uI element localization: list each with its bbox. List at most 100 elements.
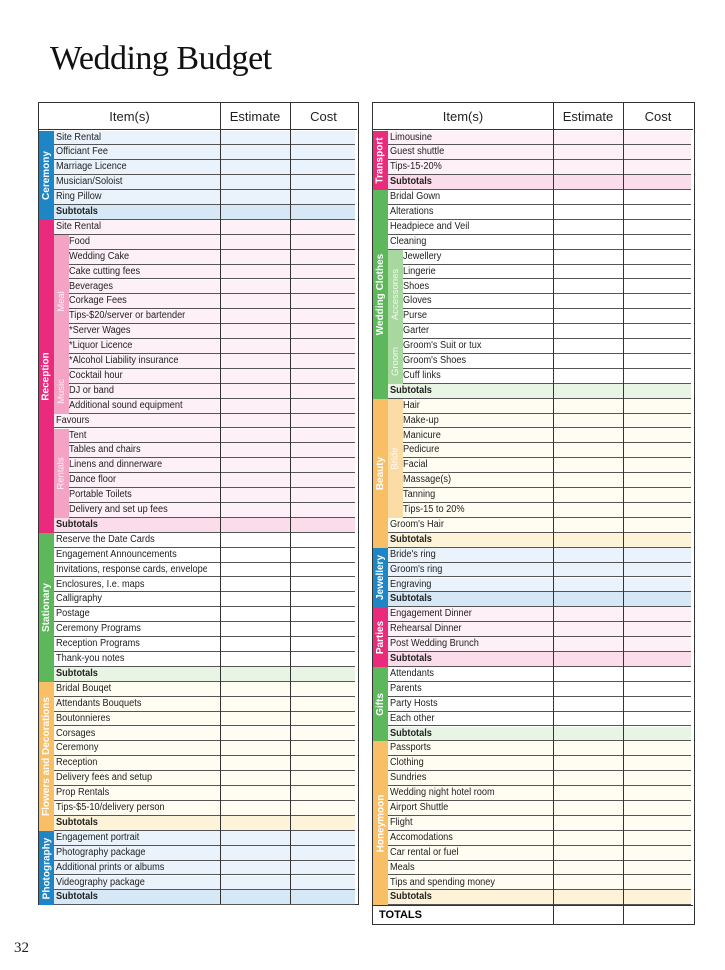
subtotal-cost-cell[interactable] — [623, 592, 693, 607]
estimate-cell[interactable] — [220, 607, 290, 622]
estimate-cell[interactable] — [553, 667, 623, 682]
estimate-cell[interactable] — [553, 294, 623, 309]
estimate-cell[interactable] — [553, 280, 623, 295]
cost-cell[interactable] — [290, 309, 357, 324]
cost-cell[interactable] — [290, 175, 357, 190]
estimate-cell[interactable] — [553, 578, 623, 593]
cost-cell[interactable] — [290, 145, 357, 160]
estimate-cell[interactable] — [220, 294, 290, 309]
estimate-cell[interactable] — [220, 399, 290, 414]
cost-cell[interactable] — [290, 339, 357, 354]
estimate-cell[interactable] — [553, 622, 623, 637]
cost-cell[interactable] — [290, 622, 357, 637]
cost-cell[interactable] — [623, 637, 693, 652]
estimate-cell[interactable] — [220, 548, 290, 563]
estimate-cell[interactable] — [220, 861, 290, 876]
cost-cell[interactable] — [623, 354, 693, 369]
cost-cell[interactable] — [623, 309, 693, 324]
estimate-cell[interactable] — [220, 131, 290, 146]
subtotal-cost-cell[interactable] — [290, 518, 357, 533]
cost-cell[interactable] — [623, 771, 693, 786]
estimate-cell[interactable] — [220, 250, 290, 265]
estimate-cell[interactable] — [553, 846, 623, 861]
cost-cell[interactable] — [290, 443, 357, 458]
cost-cell[interactable] — [623, 801, 693, 816]
subtotal-estimate-cell[interactable] — [553, 890, 623, 905]
estimate-cell[interactable] — [220, 756, 290, 771]
cost-cell[interactable] — [623, 280, 693, 295]
estimate-cell[interactable] — [553, 160, 623, 175]
cost-cell[interactable] — [290, 235, 357, 250]
subtotal-estimate-cell[interactable] — [553, 652, 623, 667]
cost-cell[interactable] — [290, 160, 357, 175]
cost-cell[interactable] — [290, 131, 357, 146]
estimate-cell[interactable] — [220, 265, 290, 280]
cost-cell[interactable] — [623, 876, 693, 891]
cost-cell[interactable] — [290, 384, 357, 399]
cost-cell[interactable] — [290, 294, 357, 309]
estimate-cell[interactable] — [553, 443, 623, 458]
cost-cell[interactable] — [290, 607, 357, 622]
subtotal-cost-cell[interactable] — [623, 890, 693, 905]
cost-cell[interactable] — [290, 876, 357, 891]
estimate-cell[interactable] — [553, 518, 623, 533]
cost-cell[interactable] — [623, 622, 693, 637]
cost-cell[interactable] — [290, 727, 357, 742]
cost-cell[interactable] — [623, 429, 693, 444]
estimate-cell[interactable] — [553, 399, 623, 414]
cost-cell[interactable] — [623, 741, 693, 756]
estimate-cell[interactable] — [553, 414, 623, 429]
cost-cell[interactable] — [623, 563, 693, 578]
cost-cell[interactable] — [623, 235, 693, 250]
subtotal-estimate-cell[interactable] — [553, 175, 623, 190]
cost-cell[interactable] — [290, 399, 357, 414]
cost-cell[interactable] — [623, 131, 693, 146]
cost-cell[interactable] — [623, 518, 693, 533]
cost-cell[interactable] — [623, 205, 693, 220]
cost-cell[interactable] — [623, 458, 693, 473]
cost-cell[interactable] — [290, 741, 357, 756]
subtotal-estimate-cell[interactable] — [220, 518, 290, 533]
cost-cell[interactable] — [290, 488, 357, 503]
cost-cell[interactable] — [290, 503, 357, 518]
estimate-cell[interactable] — [220, 339, 290, 354]
subtotal-cost-cell[interactable] — [623, 384, 693, 399]
cost-cell[interactable] — [623, 861, 693, 876]
subtotal-cost-cell[interactable] — [290, 205, 357, 220]
estimate-cell[interactable] — [220, 846, 290, 861]
subtotal-cost-cell[interactable] — [623, 533, 693, 548]
cost-cell[interactable] — [290, 682, 357, 697]
estimate-cell[interactable] — [220, 533, 290, 548]
cost-cell[interactable] — [623, 190, 693, 205]
estimate-cell[interactable] — [220, 429, 290, 444]
estimate-cell[interactable] — [553, 205, 623, 220]
cost-cell[interactable] — [290, 265, 357, 280]
estimate-cell[interactable] — [220, 414, 290, 429]
subtotal-cost-cell[interactable] — [623, 727, 693, 742]
estimate-cell[interactable] — [220, 652, 290, 667]
estimate-cell[interactable] — [553, 786, 623, 801]
estimate-cell[interactable] — [220, 369, 290, 384]
cost-cell[interactable] — [290, 801, 357, 816]
estimate-cell[interactable] — [553, 220, 623, 235]
cost-cell[interactable] — [623, 324, 693, 339]
estimate-cell[interactable] — [220, 786, 290, 801]
estimate-cell[interactable] — [220, 443, 290, 458]
cost-cell[interactable] — [290, 563, 357, 578]
estimate-cell[interactable] — [553, 876, 623, 891]
estimate-cell[interactable] — [553, 607, 623, 622]
estimate-cell[interactable] — [220, 235, 290, 250]
estimate-cell[interactable] — [553, 429, 623, 444]
cost-cell[interactable] — [290, 324, 357, 339]
estimate-cell[interactable] — [220, 578, 290, 593]
estimate-cell[interactable] — [220, 503, 290, 518]
cost-cell[interactable] — [623, 488, 693, 503]
estimate-cell[interactable] — [553, 339, 623, 354]
estimate-cell[interactable] — [553, 741, 623, 756]
estimate-cell[interactable] — [220, 697, 290, 712]
estimate-cell[interactable] — [220, 876, 290, 891]
cost-cell[interactable] — [623, 399, 693, 414]
cost-cell[interactable] — [623, 846, 693, 861]
cost-cell[interactable] — [623, 548, 693, 563]
estimate-cell[interactable] — [553, 145, 623, 160]
